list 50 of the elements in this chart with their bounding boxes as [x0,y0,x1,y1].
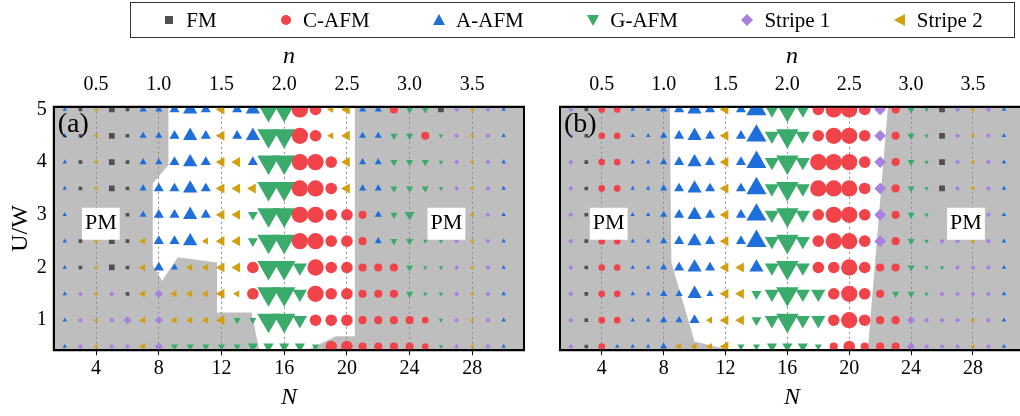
legend-label: A-AFM [456,7,524,33]
x-tick-label: 16 [274,356,295,379]
x-tick-label: 28 [462,356,483,379]
x2-tick-label: 3.0 [397,72,423,95]
y-tick-label: 1 [36,307,47,330]
x2-tick-label: 1.5 [209,72,234,95]
annotation: PM [430,209,463,235]
y-tick-label: 3 [36,202,47,225]
x-tick-label: 8 [658,356,669,379]
x-tick-label: 20 [839,356,860,379]
x-tick-label: 8 [153,356,164,379]
legend-label: FM [186,7,217,33]
legend-label: Stripe 1 [764,7,831,33]
x-tick-label: 24 [901,356,922,379]
x2-tick-label: 3.0 [898,72,924,95]
x2-tick-label: 3.5 [459,72,485,95]
x-tick-label: 12 [715,356,736,379]
x-axis-title: N [782,382,802,409]
annotation: PM [592,209,625,235]
x-tick-label: 24 [399,356,420,379]
legend-label: Stripe 2 [916,7,983,33]
y-tick-label: 4 [36,149,47,172]
x2-tick-label: 0.5 [589,72,615,95]
y-axis-title: U/W [5,204,32,252]
x2-axis-title: n [786,41,798,68]
x2-tick-label: 1.0 [651,72,677,95]
x-tick-label: 4 [91,356,102,379]
x-tick-label: 20 [336,356,357,379]
legend-label: G-AFM [610,7,678,33]
annotation: (b) [564,107,597,139]
annotation: PM [950,209,982,235]
x-tick-label: 28 [962,356,983,379]
x2-tick-label: 1.0 [146,72,172,95]
y-tick-label: 2 [36,254,47,277]
annotation: (a) [57,107,89,139]
x2-tick-label: 1.5 [712,72,738,95]
x-axis-title: N [279,382,299,409]
legend-label: C-AFM [303,7,370,33]
x2-tick-label: 0.5 [83,72,109,95]
x2-tick-label: 2.5 [334,72,360,95]
x2-tick-label: 2.0 [271,72,297,95]
x2-tick-label: 2.5 [836,72,862,95]
y-tick-label: 5 [36,96,47,119]
x2-tick-label: 3.5 [960,72,986,95]
x2-tick-label: 2.0 [774,72,800,95]
x2-axis-title: n [282,41,295,68]
x-tick-label: 4 [596,356,607,379]
x-tick-label: 12 [211,356,232,379]
x-tick-label: 16 [777,356,798,379]
annotation: PM [84,209,117,235]
